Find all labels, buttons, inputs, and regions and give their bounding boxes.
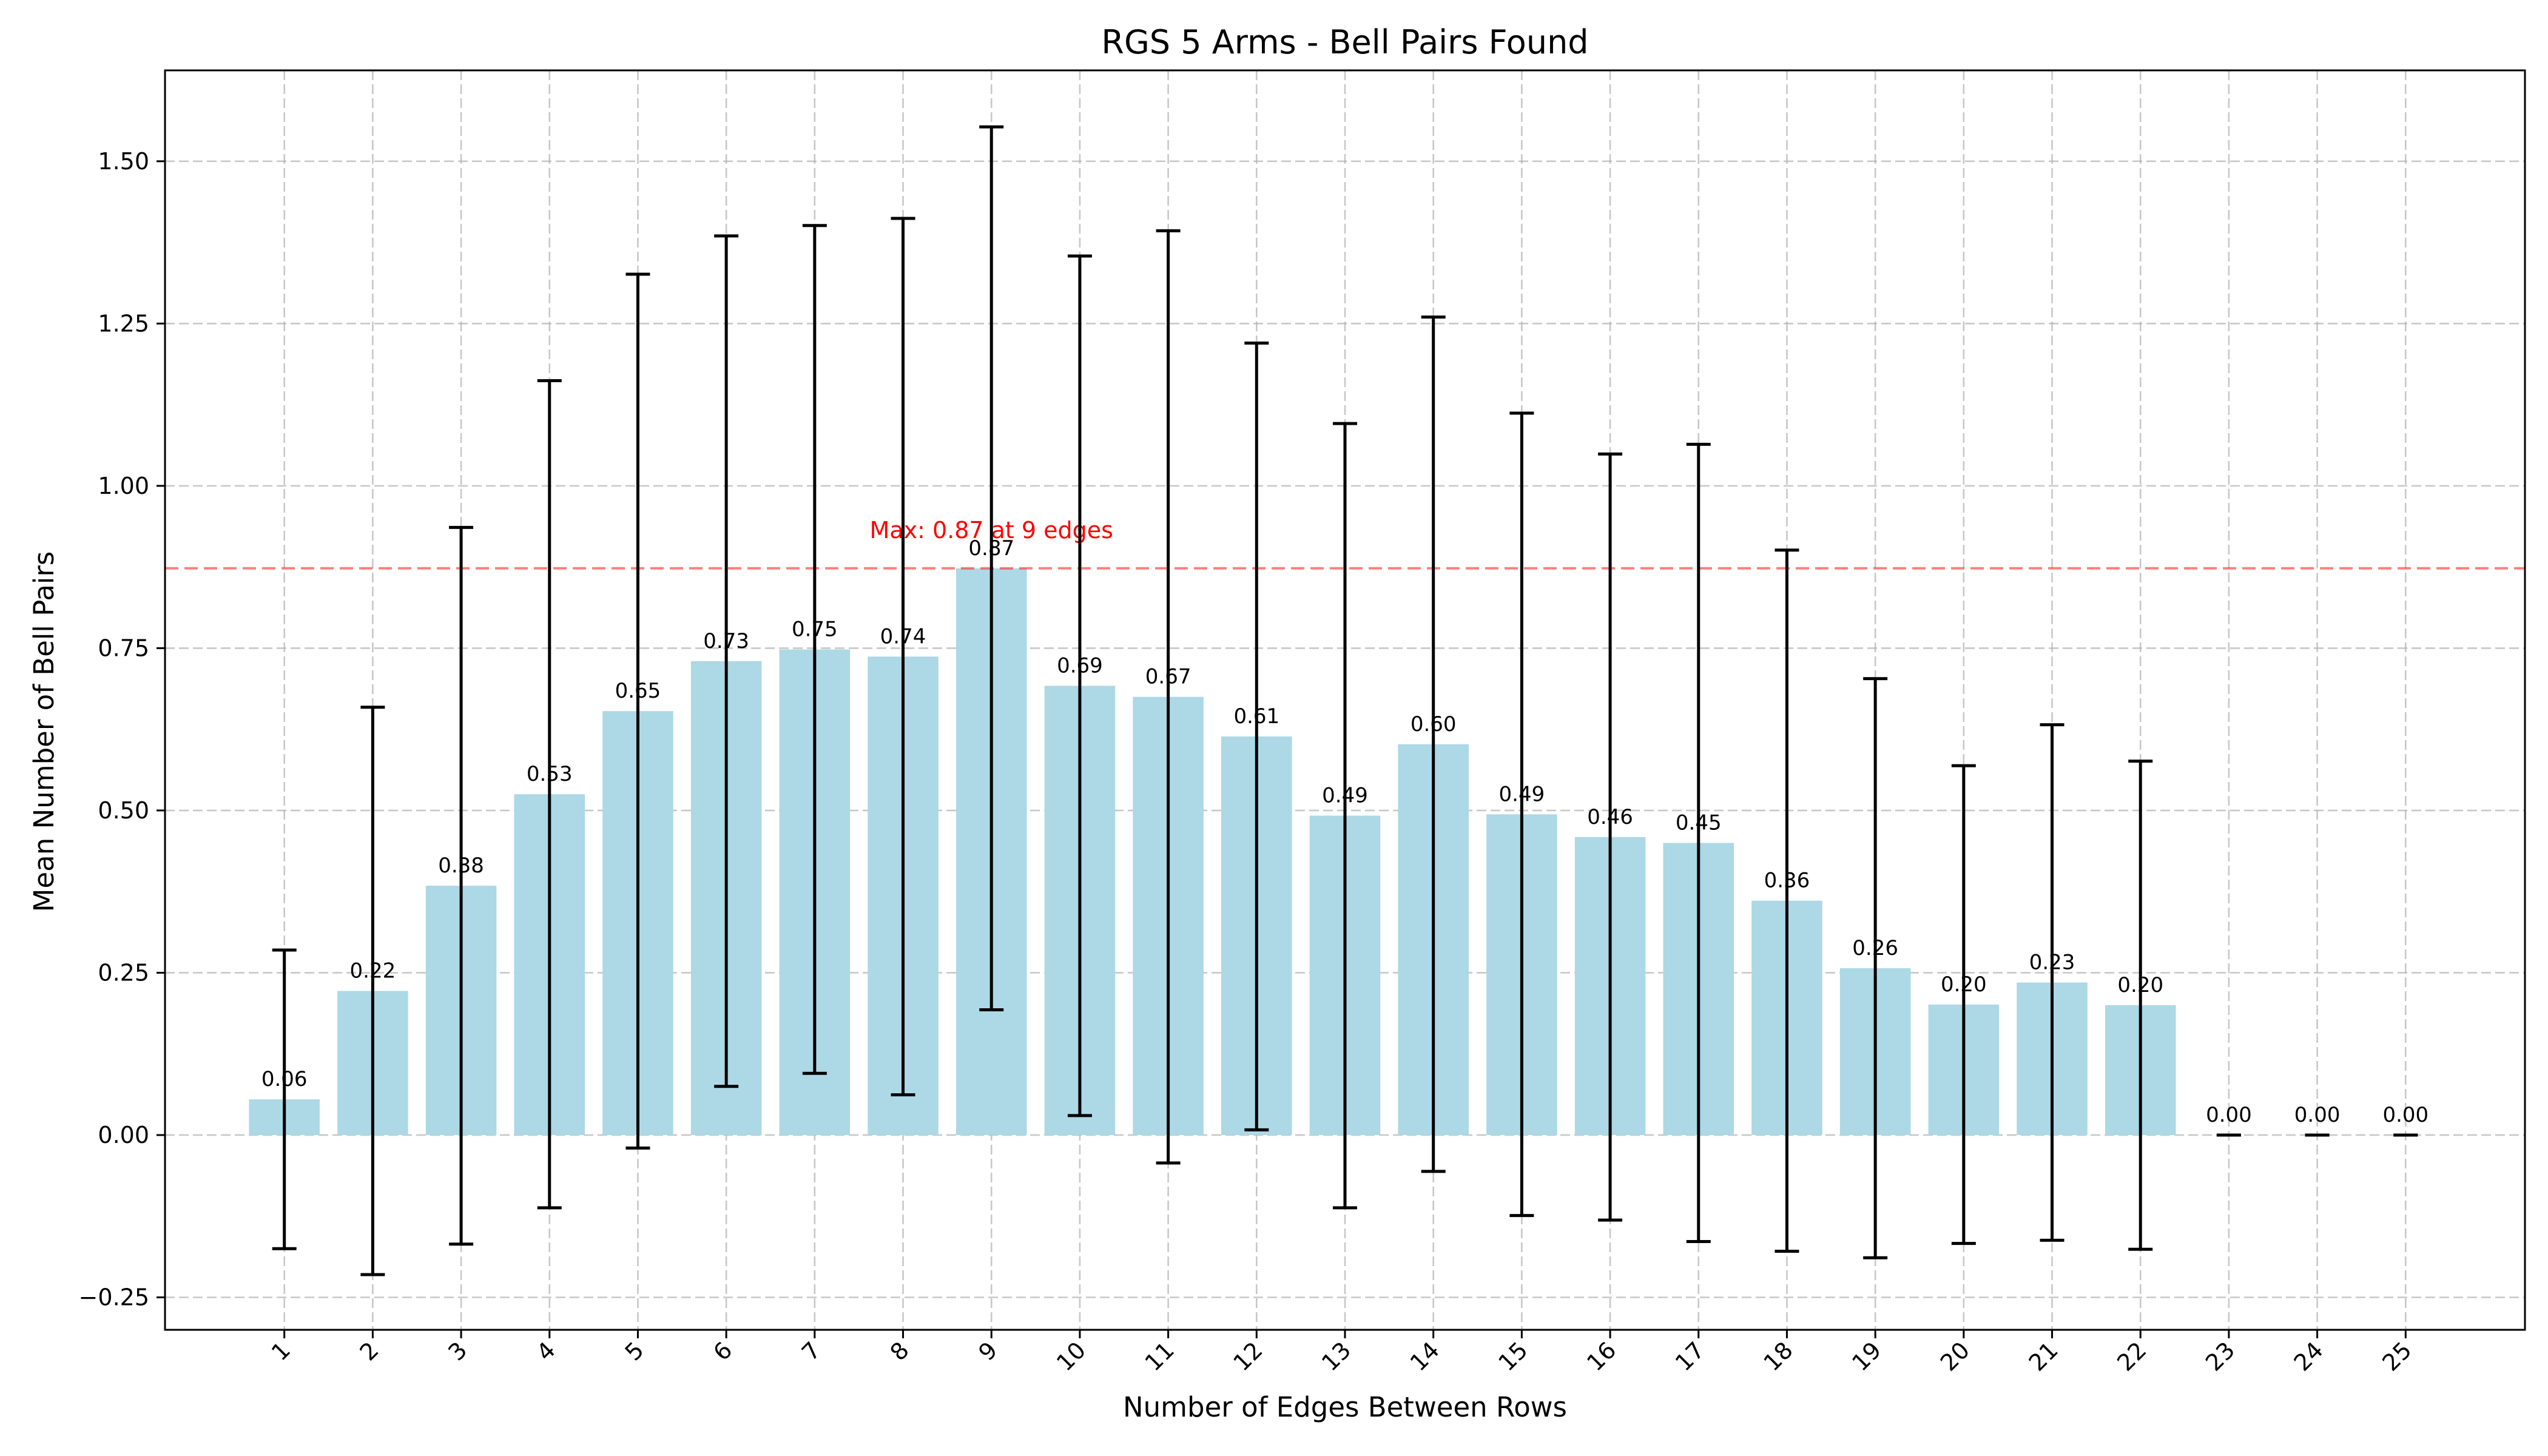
data-label-17: 0.45 [1676,811,1722,835]
error-bar-1 [272,948,297,1250]
bars [249,568,2176,1135]
data-label-21: 0.23 [2029,950,2075,974]
error-bar-14 [1421,315,1446,1173]
data-label-7: 0.75 [792,618,838,642]
y-tick-label-7: 1.50 [98,148,149,175]
x-tick-label-11: 11 [1140,1336,1179,1376]
error-bar-5 [625,272,650,1150]
x-tick-label-14: 14 [1405,1336,1444,1376]
x-tick-label-10: 10 [1051,1336,1091,1376]
error-bar-16 [1598,452,1623,1222]
data-label-1: 0.06 [261,1067,308,1091]
error-bar-18 [1774,548,1799,1253]
data-label-25: 0.00 [2382,1103,2428,1127]
x-tick-label-23: 23 [2200,1336,2240,1376]
x-tick-label-22: 22 [2112,1336,2151,1376]
error-bar-20 [1951,764,1976,1245]
data-label-4: 0.53 [527,762,573,786]
x-tick-label-2: 2 [355,1336,384,1366]
data-label-6: 0.73 [703,629,749,653]
x-tick-label-17: 17 [1670,1336,1710,1376]
data-label-8: 0.74 [880,624,926,649]
data-label-15: 0.49 [1499,782,1545,806]
x-tick-label-21: 21 [2024,1336,2063,1376]
error-bar-2 [360,706,385,1276]
x-tick-label-1: 1 [266,1336,295,1366]
y-tick-label-6: 1.25 [98,310,149,337]
data-label-24: 0.00 [2294,1103,2341,1127]
error-bar-19 [1863,677,1888,1259]
x-tick-label-13: 13 [1316,1336,1356,1376]
data-label-20: 0.20 [1941,972,1987,997]
data-label-9: 0.87 [968,536,1014,561]
data-label-3: 0.38 [438,854,484,878]
data-label-18: 0.36 [1764,869,1810,893]
data-label-12: 0.61 [1233,704,1279,729]
error-bar-13 [1333,422,1357,1210]
error-bar-4 [537,379,562,1210]
x-tick-label-20: 20 [1935,1336,1975,1376]
x-tick-label-3: 3 [443,1336,472,1366]
x-tick-label-15: 15 [1493,1336,1532,1376]
x-tick-label-12: 12 [1228,1336,1267,1376]
x-tick-label-25: 25 [2377,1336,2416,1376]
x-tick-label-8: 8 [885,1336,914,1366]
error-bar-3 [449,525,474,1246]
data-label-5: 0.65 [615,679,661,703]
y-tick-label-4: 0.75 [98,635,149,661]
error-bar-7 [802,224,827,1075]
x-tick-label-6: 6 [708,1336,737,1366]
data-label-22: 0.20 [2117,973,2163,997]
x-tick-label-19: 19 [1847,1336,1886,1376]
data-label-2: 0.22 [350,959,396,983]
data-labels: 0.06 0.22 0.38 0.53 0.65 0.73 0.75 0.74 0.87 0.69… [261,536,2428,1127]
x-tick-label-4: 4 [531,1336,561,1366]
error-bar-10 [1067,254,1092,1117]
error-bar-8 [891,217,915,1097]
data-label-23: 0.00 [2206,1103,2252,1127]
data-label-16: 0.46 [1587,805,1633,829]
data-label-10: 0.69 [1057,653,1103,678]
x-tick-label-9: 9 [973,1336,1002,1366]
y-tick-label-5: 1.00 [98,473,149,499]
error-bar-15 [1509,411,1534,1218]
x-tick-label-5: 5 [620,1336,649,1366]
x-tick-label-7: 7 [797,1336,826,1366]
error-bar-22 [2128,760,2153,1251]
x-axis-label: Number of Edges Between Rows [1123,1391,1567,1423]
chart-title: RGS 5 Arms - Bell Pairs Found [1101,23,1588,61]
data-label-13: 0.49 [1322,783,1368,807]
y-tick-label-3: 0.50 [98,797,149,824]
data-label-19: 0.26 [1852,936,1898,960]
x-tick-label-18: 18 [1759,1336,1798,1376]
y-tick-label-1: 0.00 [98,1122,149,1148]
data-label-11: 0.67 [1145,665,1191,689]
y-tick-label-2: 0.25 [98,959,149,986]
error-bars [272,125,2418,1276]
data-label-14: 0.60 [1410,712,1457,736]
error-bar-11 [1156,229,1181,1165]
error-bar-12 [1244,341,1269,1131]
error-bar-6 [714,234,739,1088]
x-tick-label-16: 16 [1582,1336,1621,1376]
error-bar-9 [979,125,1004,1011]
error-bar-17 [1686,442,1711,1243]
y-tick-label-0: −0.25 [79,1284,149,1310]
x-tick-label-24: 24 [2289,1336,2328,1376]
axes: −0.250.000.250.500.751.001.251.501 2 3 4 5 6 7… [79,69,2526,1377]
y-axis-label: Mean Number of Bell Pairs [28,551,60,912]
error-bar-21 [2040,723,2064,1242]
